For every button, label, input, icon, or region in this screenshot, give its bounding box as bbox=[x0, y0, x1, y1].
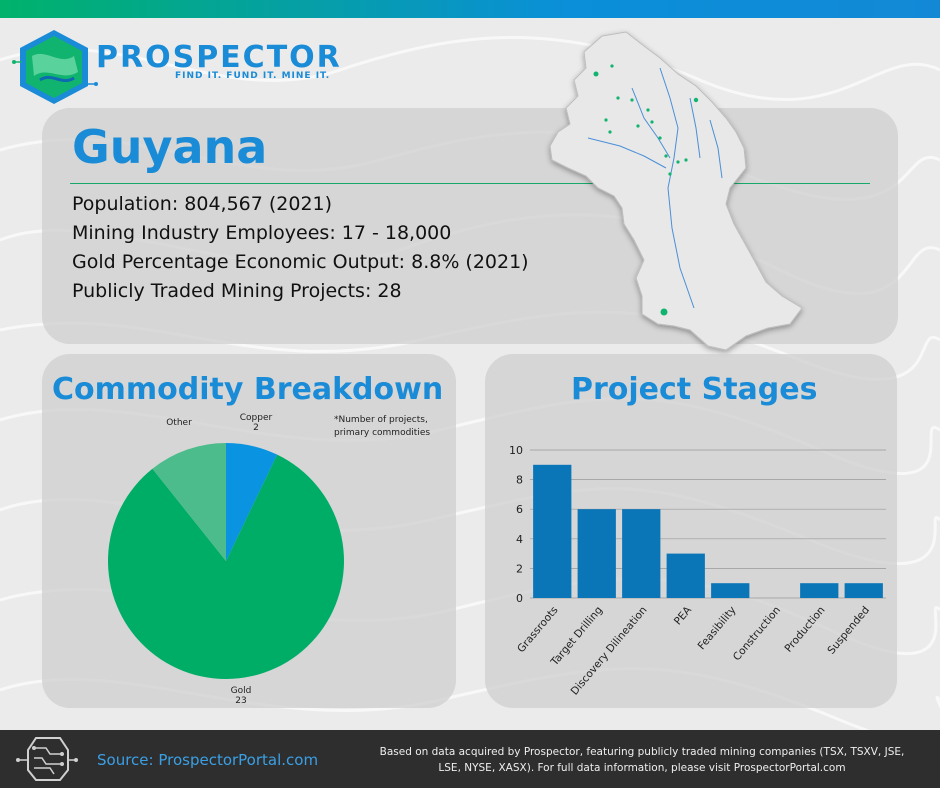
pie-label-copper-value: 2 bbox=[253, 423, 259, 433]
bar-pea bbox=[666, 553, 705, 598]
x-tick-label: PEA bbox=[672, 604, 695, 628]
pie-label-other-name: Other bbox=[166, 418, 192, 428]
brand-tagline: FIND IT. FUND IT. MINE IT. bbox=[175, 71, 331, 81]
pie-label-gold-value: 23 bbox=[235, 696, 247, 706]
stat-projects: Publicly Traded Mining Projects: 28 bbox=[72, 280, 402, 302]
y-tick-label: 10 bbox=[509, 444, 523, 457]
pie-label-gold-name: Gold bbox=[230, 686, 252, 696]
source-link[interactable]: Source: ProspectorPortal.com bbox=[97, 751, 319, 769]
pie-label-gold: Gold 23 bbox=[218, 686, 264, 706]
bar-feasibility bbox=[711, 583, 750, 598]
y-tick-label: 8 bbox=[516, 474, 523, 487]
x-tick-label: Construction bbox=[731, 604, 783, 663]
bar-grassroots bbox=[533, 464, 572, 598]
pie-slice-other bbox=[152, 443, 226, 561]
pie-slice-copper bbox=[226, 443, 278, 561]
guyana-map-icon bbox=[549, 31, 803, 351]
x-tick-label: Production bbox=[782, 604, 827, 655]
prospector-logo-icon bbox=[12, 30, 98, 104]
brand-name: PROSPECTOR bbox=[96, 40, 342, 75]
pie-slice-gold bbox=[107, 454, 344, 679]
project-stages-title: Project Stages bbox=[571, 372, 818, 407]
commodity-pie-chart bbox=[107, 443, 344, 679]
disclaimer-line: LSE, NYSE, XASX). For full data informat… bbox=[438, 762, 846, 774]
stat-population: Population: 804,567 (2021) bbox=[72, 193, 333, 215]
pie-note-line: *Number of projects, bbox=[334, 415, 428, 425]
circuit-chip-icon bbox=[16, 737, 78, 781]
pie-label-other: Other bbox=[156, 418, 202, 428]
y-tick-label: 4 bbox=[516, 533, 523, 546]
pie-label-copper-name: Copper bbox=[239, 413, 273, 423]
country-title: Guyana bbox=[72, 120, 268, 174]
bar-production bbox=[800, 583, 839, 598]
pie-note: *Number of projects, primary commodities bbox=[334, 414, 430, 440]
commodity-title: Commodity Breakdown bbox=[52, 372, 444, 407]
y-tick-label: 2 bbox=[516, 562, 523, 575]
bar-discovery-dilineation bbox=[622, 509, 661, 598]
disclaimer-line: Based on data acquired by Prospector, fe… bbox=[379, 746, 905, 758]
footer-bar bbox=[0, 730, 940, 788]
x-tick-label: Grassroots bbox=[515, 604, 560, 655]
bar-suspended bbox=[844, 583, 883, 598]
y-tick-label: 6 bbox=[516, 503, 523, 516]
top-accent-bar bbox=[0, 0, 940, 18]
stat-employees: Mining Industry Employees: 17 - 18,000 bbox=[72, 222, 452, 244]
x-tick-label: Suspended bbox=[825, 604, 872, 656]
y-tick-label: 0 bbox=[516, 592, 523, 605]
x-tick-label: Feasibility bbox=[696, 604, 739, 652]
pie-label-copper: Copper 2 bbox=[232, 413, 280, 433]
pie-note-line: primary commodities bbox=[334, 428, 431, 438]
bar-target-drilling bbox=[577, 509, 616, 598]
x-tick-label: Discovery Dilineation bbox=[569, 604, 650, 697]
title-divider bbox=[70, 183, 870, 184]
footer-disclaimer: Based on data acquired by Prospector, fe… bbox=[352, 744, 932, 776]
stat-gold-output: Gold Percentage Economic Output: 8.8% (2… bbox=[72, 251, 529, 273]
